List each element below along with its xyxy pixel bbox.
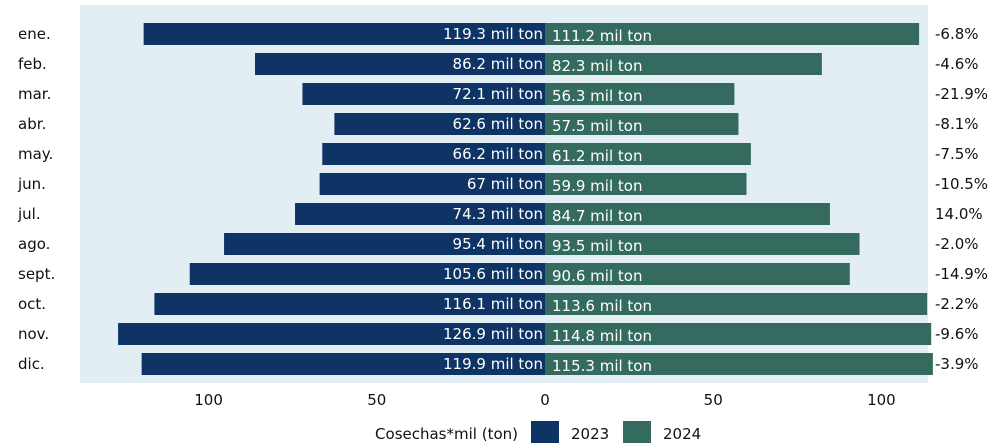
bar-2023 [189,263,545,285]
legend: Cosechas*mil (ton) 2023 2024 [375,421,701,443]
change-label: -9.6% [935,325,979,343]
bar-label-2024: 111.2 mil ton [552,27,652,45]
bar-label-2024: 82.3 mil ton [552,57,642,75]
change-label: -2.2% [935,295,979,313]
category-label: dic. [18,355,45,373]
category-label: nov. [18,325,49,343]
legend-label-2024: 2024 [663,425,701,443]
bar-2024 [545,143,751,165]
bar-2024 [545,233,860,255]
change-label: -8.1% [935,115,979,133]
bar-label-2024: 61.2 mil ton [552,147,642,165]
bar-label-2023: 74.3 mil ton [453,205,543,223]
category-label: ene. [18,25,51,43]
bar-label-2024: 114.8 mil ton [552,327,652,345]
x-tick-label: 50 [367,391,386,409]
bar-label-2023: 67 mil ton [467,175,543,193]
legend-label-2023: 2023 [571,425,609,443]
bar-2023 [334,113,545,135]
bar-2024 [545,113,739,135]
category-labels: ene. feb. mar. abr. may. jun. jul. ago. sept. oct… [17,25,55,373]
bar-2024 [545,203,830,225]
bar-2023 [295,203,545,225]
change-label: -4.6% [935,55,979,73]
change-label: -21.9% [935,85,988,103]
category-label: mar. [18,85,51,103]
bar-2024 [545,173,747,195]
bar-2024 [545,353,933,375]
legend-swatch-2024 [623,421,651,443]
category-label: feb. [18,55,47,73]
bar-label-2023: 95.4 mil ton [453,235,543,253]
bar-label-2024: 84.7 mil ton [552,207,642,225]
change-label: -2.0% [935,235,979,253]
bar-2024 [545,53,822,75]
legend-swatch-2023 [531,421,559,443]
bar-2024 [545,323,932,345]
x-tick-label: 50 [704,391,723,409]
bar-label-2023: 105.6 mil ton [443,265,543,283]
bar-label-2024: 93.5 mil ton [552,237,642,255]
bar-label-2023: 116.1 mil ton [443,295,543,313]
category-label: may. [18,145,53,163]
change-label: -3.9% [935,355,979,373]
change-label: -14.9% [935,265,988,283]
bar-label-2024: 90.6 mil ton [552,267,642,285]
bar-2024 [545,83,735,105]
bar-2023 [118,323,545,345]
bar-label-2024: 56.3 mil ton [552,87,642,105]
bar-label-2024: 113.6 mil ton [552,297,652,315]
x-tick-label: 0 [540,391,550,409]
category-label: jun. [17,175,46,193]
change-label: -10.5% [935,175,988,193]
bar-label-2023: 119.9 mil ton [443,355,543,373]
change-label: -6.8% [935,25,979,43]
bar-2023 [224,233,545,255]
bar-2024 [545,263,850,285]
category-label: jul. [17,205,41,223]
change-label: -7.5% [935,145,979,163]
bar-2024 [545,293,928,315]
bar-label-2024: 59.9 mil ton [552,177,642,195]
bar-2023 [255,53,546,75]
bar-2023 [143,23,545,45]
x-tick-label: 100 [867,391,896,409]
category-label: sept. [18,265,55,283]
bar-label-2023: 62.6 mil ton [453,115,543,133]
bar-label-2023: 72.1 mil ton [453,85,543,103]
change-label: 14.0% [935,205,983,223]
x-tick-label: 100 [194,391,223,409]
legend-title: Cosechas*mil (ton) [375,425,518,443]
bar-label-2023: 66.2 mil ton [453,145,543,163]
bar-2023 [302,83,545,105]
change-labels: -6.8% -4.6% -21.9% -8.1% -7.5% -10.5% 14.0% -2.… [935,25,988,373]
bar-label-2023: 119.3 mil ton [443,25,543,43]
bar-2024 [545,23,920,45]
bars-group: 119.3 mil ton 111.2 mil ton 86.2 mil ton 82… [118,23,933,375]
bar-label-2024: 115.3 mil ton [552,357,652,375]
bar-2023 [322,143,545,165]
bar-label-2023: 86.2 mil ton [453,55,543,73]
bar-label-2023: 126.9 mil ton [443,325,543,343]
bar-label-2024: 57.5 mil ton [552,117,642,135]
bar-2023 [141,353,545,375]
x-axis-ticks: 100 50 0 50 100 [194,391,895,409]
category-label: ago. [18,235,50,253]
category-label: oct. [18,295,46,313]
bar-2023 [154,293,546,315]
bar-2023 [319,173,545,195]
category-label: abr. [18,115,46,133]
